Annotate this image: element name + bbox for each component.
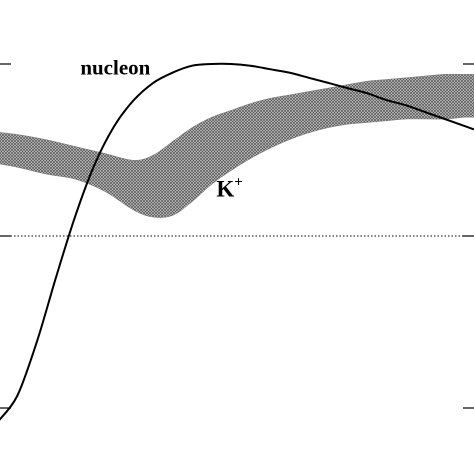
nucleon-curve	[0, 62, 474, 421]
nucleon-label: nucleon	[80, 55, 150, 79]
kaon-band-group	[0, 73, 474, 218]
kaon-label-superscript: +	[234, 174, 243, 190]
axis-ticks	[0, 63, 474, 409]
kaon-band	[0, 73, 474, 218]
nucleon-curve-group	[0, 62, 474, 421]
kaon-label: K+	[216, 174, 242, 201]
